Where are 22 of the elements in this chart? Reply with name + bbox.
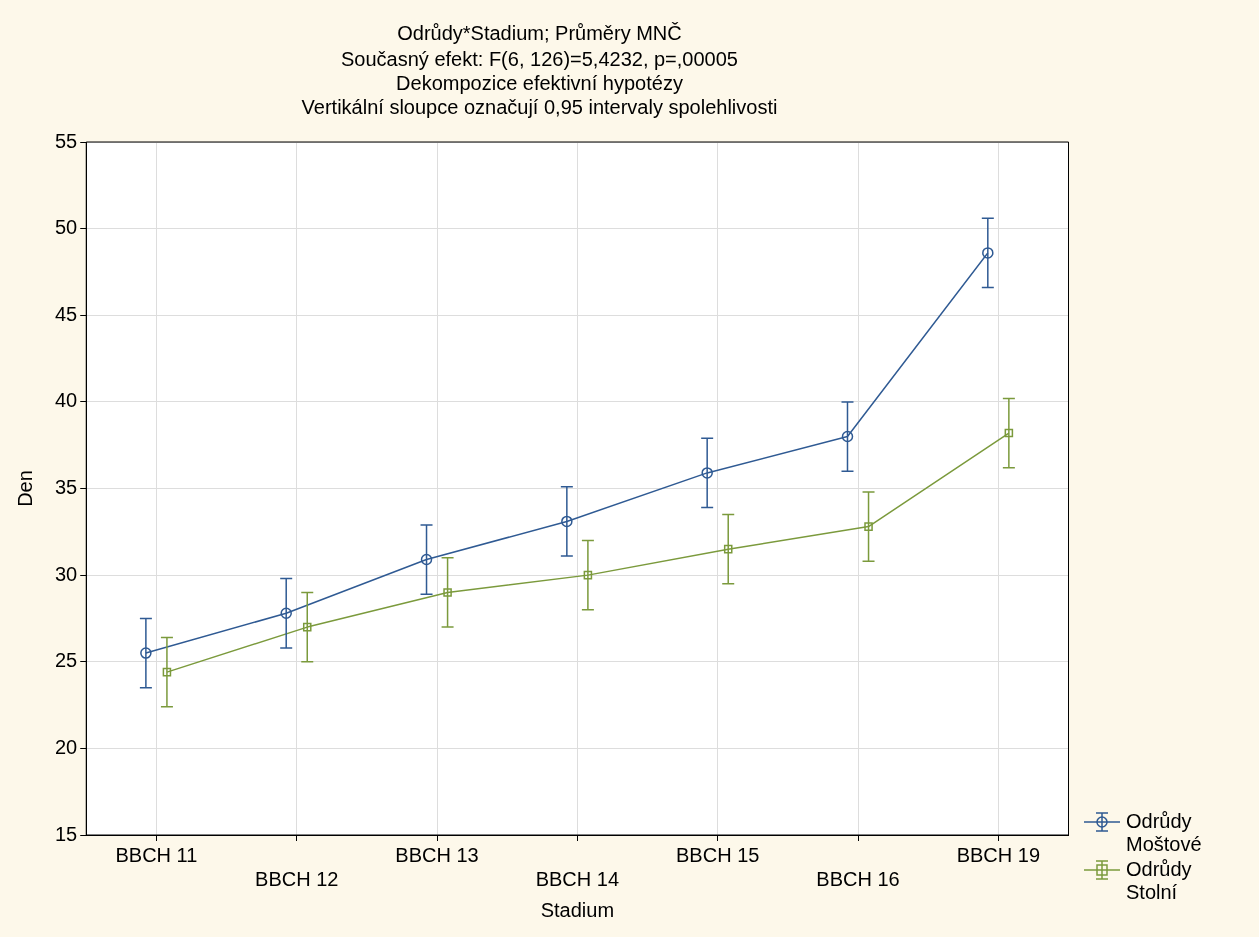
y-tick-label: 50 — [55, 216, 78, 239]
legend-label: Odrůdy Moštové — [1126, 810, 1203, 856]
y-tick-label: 15 — [55, 822, 78, 845]
y-tick-label: 55 — [55, 129, 78, 152]
x-tick-label: BBCH 13 — [395, 843, 479, 866]
x-tick-label: BBCH 15 — [676, 843, 760, 866]
x-tick-label: BBCH 11 — [115, 843, 198, 866]
chart-title: Odrůdy*Stadium; Průměry MNČ — [397, 21, 682, 44]
y-axis-title: Den — [13, 470, 36, 507]
y-tick-label: 30 — [55, 562, 78, 585]
x-axis-title: Stadium — [540, 898, 615, 921]
x-tick-label: BBCH 19 — [956, 843, 1041, 866]
y-tick-label: 25 — [55, 649, 78, 672]
legend-label: Odrůdy Stolní — [1126, 858, 1193, 904]
x-tick-label: BBCH 12 — [255, 867, 339, 890]
x-tick-label: BBCH 14 — [535, 867, 620, 890]
y-tick-label: 40 — [55, 389, 78, 412]
y-tick-label: 20 — [55, 735, 78, 758]
x-tick-label: BBCH 16 — [816, 867, 900, 890]
y-tick-label: 45 — [55, 302, 78, 325]
chart-subtitle: Současný efekt: F(6, 126)=5,4232, p=,00005 Dekompozice efektivní hypotézy Vertikální sloupce označují 0,95 intervaly spolehlivosti — [301, 47, 778, 118]
y-tick-label: 35 — [55, 476, 78, 499]
